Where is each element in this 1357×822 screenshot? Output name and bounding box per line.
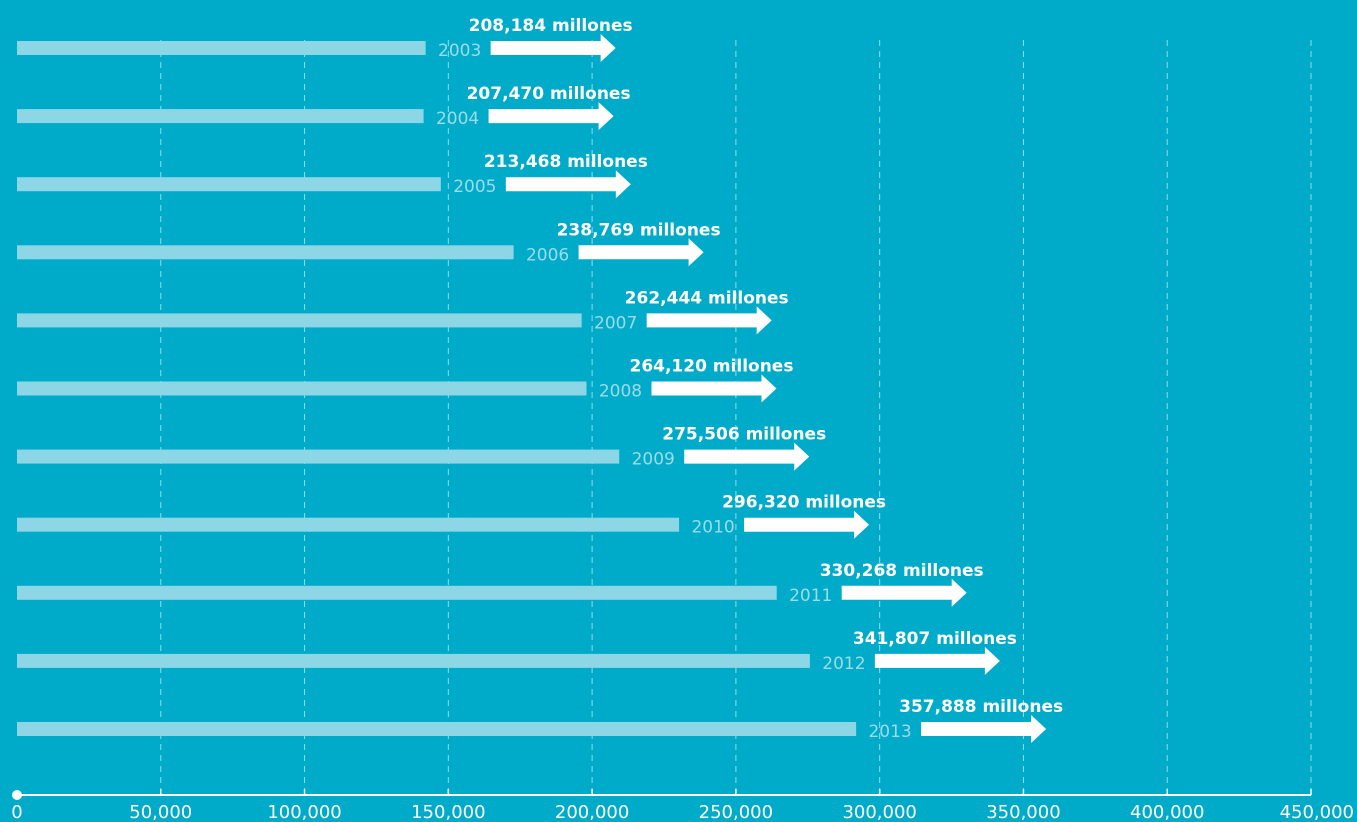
bar-2009 xyxy=(17,449,620,464)
grid-lines xyxy=(160,40,1312,795)
bar-2013 xyxy=(17,722,857,736)
year-label-2009: 2009 xyxy=(632,450,675,470)
tick-label-200000: 200,000 xyxy=(555,802,629,822)
value-label-2007: 262,444 millones xyxy=(625,288,789,308)
year-label-2006: 2006 xyxy=(526,245,569,265)
bar-2007 xyxy=(17,313,582,328)
bar-2005 xyxy=(17,177,441,192)
year-label-2004: 2004 xyxy=(436,109,479,129)
value-label-2013: 357,888 millones xyxy=(899,697,1063,717)
year-label-2008: 2008 xyxy=(599,382,642,402)
bar-2012 xyxy=(17,653,810,668)
bar-2008 xyxy=(17,381,587,396)
tick-label-300000: 300,000 xyxy=(842,802,916,822)
year-label-2005: 2005 xyxy=(453,177,496,197)
tick-label-100000: 100,000 xyxy=(267,802,341,822)
year-label-2012: 2012 xyxy=(822,654,865,674)
tick-label-150000: 150,000 xyxy=(411,802,485,822)
axis-origin-dot xyxy=(12,790,22,800)
value-label-2005: 213,468 millones xyxy=(484,152,648,172)
year-label-2007: 2007 xyxy=(594,313,637,333)
arrow-2003 xyxy=(490,34,616,62)
value-label-2003: 208,184 millones xyxy=(469,16,633,36)
x-axis: 0 50,000 100,000 150,000 200,000 250,000 300,0… xyxy=(11,789,1354,822)
bar-2011 xyxy=(17,585,777,600)
bar-2006 xyxy=(17,245,514,260)
tick-label-450000: 450,000 xyxy=(1280,802,1354,822)
tick-label-350000: 350,000 xyxy=(986,802,1060,822)
value-label-2009: 275,506 millones xyxy=(662,425,826,445)
tick-label-250000: 250,000 xyxy=(699,802,773,822)
year-label-2010: 2010 xyxy=(691,518,734,538)
year-label-2013: 2013 xyxy=(868,722,911,742)
arrow-2005 xyxy=(505,170,631,199)
tick-label-50000: 50,000 xyxy=(129,802,192,822)
bar-2010 xyxy=(17,517,680,532)
value-label-2004: 207,470 millones xyxy=(467,84,631,104)
bar-2004 xyxy=(17,109,424,124)
value-label-2008: 264,120 millones xyxy=(629,357,793,377)
bars-group: 208,184 millones 2003 207,470 millones 2004… xyxy=(17,16,1063,743)
arrow-2008 xyxy=(651,374,777,403)
arrow-2004 xyxy=(488,102,614,131)
tick-label-0: 0 xyxy=(11,802,22,822)
arrow-2011 xyxy=(841,578,967,607)
value-label-2012: 341,807 millones xyxy=(853,629,1017,649)
arrow-2007 xyxy=(646,306,772,335)
year-label-2003: 2003 xyxy=(438,41,481,61)
tick-label-400000: 400,000 xyxy=(1130,802,1204,822)
arrow-2009 xyxy=(684,442,810,471)
arrow-2013 xyxy=(921,715,1047,743)
arrow-2006 xyxy=(578,238,704,267)
arrow-2010 xyxy=(744,510,870,539)
year-label-2011: 2011 xyxy=(789,586,832,606)
value-label-2011: 330,268 millones xyxy=(820,561,984,581)
value-label-2006: 238,769 millones xyxy=(557,220,721,240)
value-label-2010: 296,320 millones xyxy=(722,493,886,513)
bar-2003 xyxy=(17,41,426,55)
arrow-2012 xyxy=(874,646,1000,675)
